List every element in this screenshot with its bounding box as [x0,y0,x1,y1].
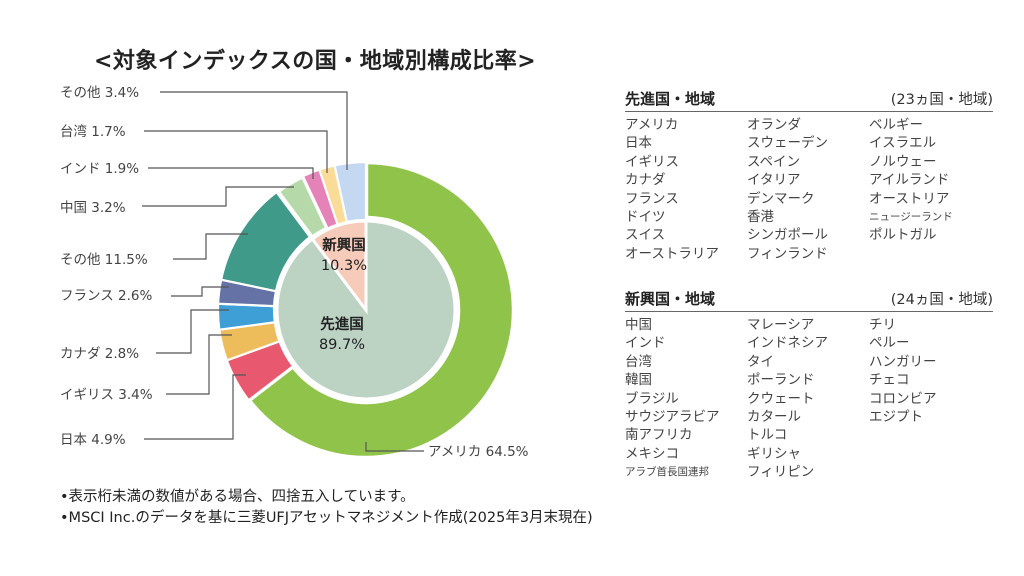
developed-column: アメリカ日本 イギリスカナダ フランスドイツ スイス オーストラリア [625,116,747,263]
developed-title: 先進国・地域 [625,90,716,108]
emerging-column: 中国インド 台湾韓国 ブラジルサウジアラビア 南アフリカ メキシコアラブ首長国連邦 [625,316,747,482]
emerging-country: エジプト [869,409,923,426]
developed-column: オランダスウェーデン スペインイタリア デンマーク香港 シンガポール フィンランド [747,116,869,263]
emerging-country: ブラジル [625,390,679,407]
emerging-country: 台湾 [625,353,652,370]
emerging-country: クウェート [747,390,815,407]
outer-ring [216,159,517,461]
developed-country: スペイン [747,153,801,170]
developed-country: デンマーク [747,190,815,207]
emerging-country: インドネシア [747,335,828,352]
leader-line [148,167,314,179]
developed-country: スイス [625,227,666,244]
slice-label: インド 1.9% [60,161,139,177]
developed-country: ノルウェー [869,153,937,170]
slice-label: アメリカ 64.5% [428,444,529,460]
emerging-list: 中国 インド 台湾 韓国 ブラジル サウジアラビア 南アフリカ メキシコ アラブ首長国連邦 マレー… [625,316,993,482]
developed-country: 香港 [747,209,774,226]
developed-country: オーストラリア [625,245,719,262]
emerging-country: チリ [869,317,896,333]
slice-label: フランス 2.6% [60,288,152,304]
developed-country: オーストリア [869,190,950,207]
slice-label: その他 11.5% [60,252,148,268]
emerging-country: ペルー [869,335,910,352]
emerging-country: ギリシャ [747,445,801,462]
developed-country: フィンランド [747,245,828,262]
developed-country: ニュージーランド [869,211,953,224]
emerging-country: カタール [747,409,801,426]
emerging-count: (24ヵ国・地域) [890,292,993,308]
leader-line [166,334,232,395]
developed-country: ポルトガル [869,227,937,244]
footnote-source: •MSCI Inc.のデータを基に三菱UFJアセットマネジメント作成(2025年… [60,510,593,526]
developed-center-pct: 89.7% [319,337,365,353]
slice-label: 中国 3.2% [60,200,126,216]
developed-country: ドイツ [625,209,666,226]
leader-line [160,91,348,170]
emerging-country: ポーランド [747,372,815,389]
leader-line [173,233,248,260]
emerging-country: ハンガリー [869,353,937,370]
emerging-country: チェコ [869,372,910,389]
developed-country: フランス [625,190,679,207]
developed-panel: 先進国・地域 (23ヵ国・地域) アメリカ日本 イギリスカナダ フランスドイツ スイス… [625,88,993,263]
emerging-country: サウジアラビア [625,409,720,426]
slice-label: イギリス 3.4% [60,387,153,403]
developed-country: イタリア [747,172,801,189]
emerging-panel: 新興国・地域 (24ヵ国・地域) 中国インド 台湾韓国 ブラジルサウジアラビア 南アフ… [625,288,993,482]
leader-line [144,130,328,173]
leader-line [144,374,246,440]
developed-country: イギリス [625,153,679,170]
emerging-country: トルコ [747,427,788,444]
leader-line [142,186,294,207]
developed-column: ベルギーイスラエル ノルウェーアイルランド オーストリアニュージーランドポルトガル [869,116,991,263]
emerging-country: インド [625,335,666,352]
leader-line [171,286,229,297]
emerging-center-pct: 10.3% [321,258,367,274]
slice-label: その他 3.4% [60,85,139,101]
developed-country: アイルランド [869,172,950,189]
developed-country: オランダ [747,117,801,133]
developed-count: (23ヵ国・地域) [890,92,993,108]
slice-label: カナダ 2.8% [60,346,139,362]
emerging-country: アラブ首長国連邦 [625,466,709,479]
emerging-center-label: 新興国 [322,236,366,254]
footnotes: •表示桁未満の数値がある場合、四捨五入しています。 •MSCI Inc.のデータ… [60,487,593,529]
emerging-country: 中国 [625,317,652,333]
slice-labels: アメリカ 64.5% 日本 4.9% イギリス 3.4% カナダ 2.8% フランス 2… [60,85,529,460]
emerging-country: メキシコ [625,445,679,462]
emerging-header: 新興国・地域 (24ヵ国・地域) [625,288,993,312]
emerging-country: タイ [747,353,774,370]
developed-country: イスラエル [869,135,937,152]
emerging-column: チリペルー ハンガリーチェコ コロンビアエジプト [869,316,991,482]
emerging-country: マレーシア [747,317,815,333]
developed-country: カナダ [625,172,666,189]
developed-country: 日本 [625,135,652,152]
chart-title: <対象インデックスの国・地域別構成比率> [94,49,537,74]
developed-country: ベルギー [869,117,923,133]
leader-line [365,442,424,452]
emerging-title: 新興国・地域 [625,290,716,308]
emerging-column: マレーシアインドネシア タイポーランド クウェートカタール トルコ ギリシャフィリピン [747,316,869,482]
slice-label: 台湾 1.7% [60,123,126,140]
footnote-rounding: •表示桁未満の数値がある場合、四捨五入しています。 [60,489,415,505]
emerging-country: 南アフリカ [625,427,693,444]
developed-center-label: 先進国 [320,315,364,333]
leader-line [156,309,229,354]
developed-header: 先進国・地域 (23ヵ国・地域) [625,88,993,112]
leader-lines [142,91,424,452]
inner-pie [275,219,457,401]
emerging-country: 韓国 [625,372,652,389]
emerging-country: フィリピン [747,464,815,481]
outer-slice-0 [246,159,517,461]
emerging-country: コロンビア [869,390,937,407]
outer-slice-9 [333,160,368,224]
developed-list: アメリカ 日本 イギリス カナダ フランス ドイツ スイス オーストラリア オランダ スウェーデン… [625,116,993,263]
developed-country: シンガポール [747,227,828,244]
developed-country: アメリカ [625,117,679,133]
developed-country: スウェーデン [747,135,828,152]
slice-label: 日本 4.9% [60,432,126,448]
